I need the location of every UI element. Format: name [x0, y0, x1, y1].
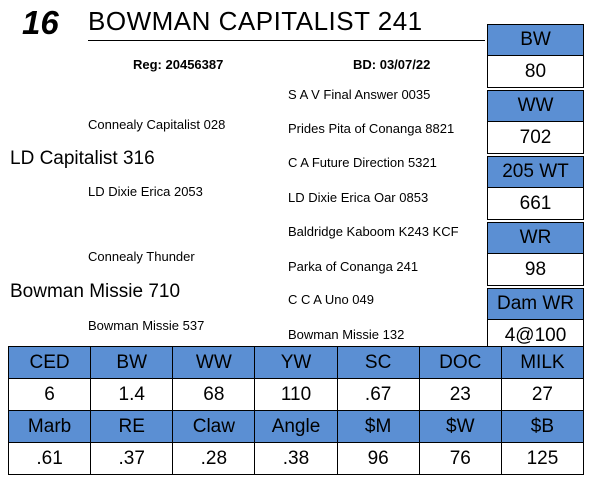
epd-header-m-index: $M [336, 410, 420, 443]
epd-value-claw: .28 [172, 442, 256, 475]
birth-date: BD: 03/07/22 [353, 57, 431, 72]
epd-value-angle: .38 [254, 442, 338, 475]
epd-header-yw: YW [254, 346, 338, 379]
dam-dam: Bowman Missie 537 [88, 318, 205, 333]
perf-value-bw: 80 [487, 56, 584, 88]
dam-sire: Connealy Thunder [88, 249, 195, 264]
perf-value-wr: 98 [487, 254, 584, 286]
ggp-2: Prides Pita of Conanga 8821 [288, 121, 455, 136]
epd-header-claw: Claw [172, 410, 256, 443]
ggp-3: C A Future Direction 5321 [288, 155, 437, 170]
epd-value-bw: 1.4 [90, 378, 174, 411]
animal-name: BOWMAN CAPITALIST 241 [88, 6, 423, 36]
epd-value-re: .37 [90, 442, 174, 475]
epd-value-b-index: 125 [500, 442, 585, 475]
perf-value-205wt: 661 [487, 188, 584, 220]
epd-value-ww: 68 [172, 378, 256, 411]
ggp-7: C C A Uno 049 [288, 292, 374, 307]
perf-value-ww: 702 [487, 122, 584, 154]
epd-value-row-1: 6 1.4 68 110 .67 23 27 [7, 378, 585, 411]
epd-value-milk: 27 [500, 378, 585, 411]
epd-value-marb: .61 [7, 442, 92, 475]
ggp-6: Parka of Conanga 241 [288, 259, 419, 274]
ggp-4: LD Dixie Erica Oar 0853 [288, 190, 429, 205]
epd-header-ced: CED [7, 346, 92, 379]
epd-header-bw: BW [90, 346, 174, 379]
lot-number: 16 [22, 4, 59, 41]
registration-number: Reg: 20456387 [133, 57, 224, 72]
epd-value-w-index: 76 [418, 442, 502, 475]
epd-value-yw: 110 [254, 378, 338, 411]
title-divider [88, 40, 485, 41]
epd-value-m-index: 96 [336, 442, 420, 475]
perf-label-wr: WR [487, 222, 584, 254]
epd-header-marb: Marb [7, 410, 92, 443]
epd-header-ww: WW [172, 346, 256, 379]
ggp-1: S A V Final Answer 0035 [288, 87, 431, 102]
sire-sire: Connealy Capitalist 028 [88, 117, 226, 132]
ggp-5: Baldridge Kaboom K243 KCF [288, 224, 459, 239]
epd-value-ced: 6 [7, 378, 92, 411]
ggp-8: Bowman Missie 132 [288, 327, 405, 342]
sire-dam: LD Dixie Erica 2053 [88, 184, 203, 199]
epd-value-sc: .67 [336, 378, 420, 411]
epd-header-w-index: $W [418, 410, 502, 443]
epd-header-row-2: Marb RE Claw Angle $M $W $B [7, 410, 585, 443]
perf-label-dam-wr: Dam WR [487, 288, 584, 320]
epd-header-row-1: CED BW WW YW SC DOC MILK [7, 346, 585, 379]
perf-label-ww: WW [487, 90, 584, 122]
epd-header-sc: SC [336, 346, 420, 379]
performance-panel: BW 80 WW 702 205 WT 661 WR 98 Dam WR 4@1… [487, 24, 584, 352]
epd-header-re: RE [90, 410, 174, 443]
epd-header-milk: MILK [500, 346, 585, 379]
perf-label-205wt: 205 WT [487, 156, 584, 188]
epd-value-doc: 23 [418, 378, 502, 411]
epd-header-doc: DOC [418, 346, 502, 379]
epd-value-row-2: .61 .37 .28 .38 96 76 125 [7, 442, 585, 475]
dam: Bowman Missie 710 [10, 281, 181, 302]
epd-table: CED BW WW YW SC DOC MILK 6 1.4 68 110 .6… [7, 346, 585, 475]
perf-label-bw: BW [487, 24, 584, 56]
epd-header-b-index: $B [500, 410, 585, 443]
sire: LD Capitalist 316 [10, 148, 155, 169]
epd-header-angle: Angle [254, 410, 338, 443]
